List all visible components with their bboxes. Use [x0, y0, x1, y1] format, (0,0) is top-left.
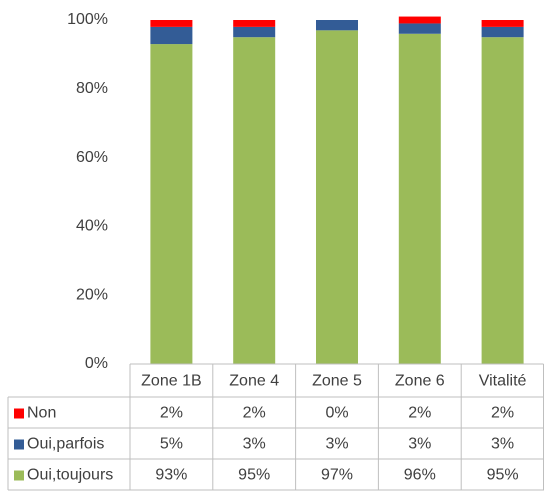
bar-segment — [481, 20, 524, 27]
bar-segment — [398, 23, 441, 34]
y-tick-label: 0% — [85, 355, 108, 372]
legend-swatch — [14, 408, 24, 419]
table-value: 2% — [491, 405, 514, 422]
bar-segment — [398, 33, 441, 364]
bar-segment — [398, 16, 441, 24]
x-tick-label: Zone 6 — [395, 373, 445, 390]
bar-segment — [481, 37, 524, 364]
table-value: 97% — [321, 467, 353, 484]
x-tick-label: Zone 5 — [312, 373, 362, 390]
x-tick-label: Zone 4 — [229, 373, 279, 390]
table-value: 3% — [408, 436, 431, 453]
table-value: 95% — [238, 467, 270, 484]
table-value: 96% — [404, 467, 436, 484]
y-tick-label: 40% — [76, 218, 108, 235]
bar-segment — [233, 20, 276, 27]
bar-segment — [233, 26, 276, 38]
legend-label: Oui,toujours — [27, 467, 113, 484]
legend-label: Non — [27, 405, 56, 422]
table-value: 95% — [487, 467, 519, 484]
table-value: 2% — [408, 405, 431, 422]
bar-segment — [150, 44, 193, 365]
table-value: 93% — [155, 467, 187, 484]
table-value: 2% — [160, 405, 183, 422]
table-value: 0% — [325, 405, 348, 422]
y-tick-label: 60% — [76, 149, 108, 166]
legend-label: Oui,parfois — [27, 436, 104, 453]
table-value: 3% — [325, 436, 348, 453]
y-tick-label: 20% — [76, 286, 108, 303]
bar-segment — [233, 37, 276, 364]
x-tick-label: Vitalité — [479, 373, 527, 390]
table-value: 5% — [160, 436, 183, 453]
x-tick-label: Zone 1B — [141, 373, 201, 390]
bar-segment — [316, 20, 358, 31]
table-value: 3% — [243, 436, 266, 453]
bar-segment — [316, 30, 358, 364]
bar-segment — [150, 20, 193, 27]
table-value: 3% — [491, 436, 514, 453]
y-tick-label: 80% — [76, 80, 108, 97]
bar-segment — [481, 26, 524, 38]
legend-swatch — [14, 470, 24, 481]
bar-segment — [150, 26, 193, 45]
y-tick-label: 100% — [67, 11, 108, 28]
table-value: 2% — [243, 405, 266, 422]
legend-swatch — [14, 439, 24, 450]
